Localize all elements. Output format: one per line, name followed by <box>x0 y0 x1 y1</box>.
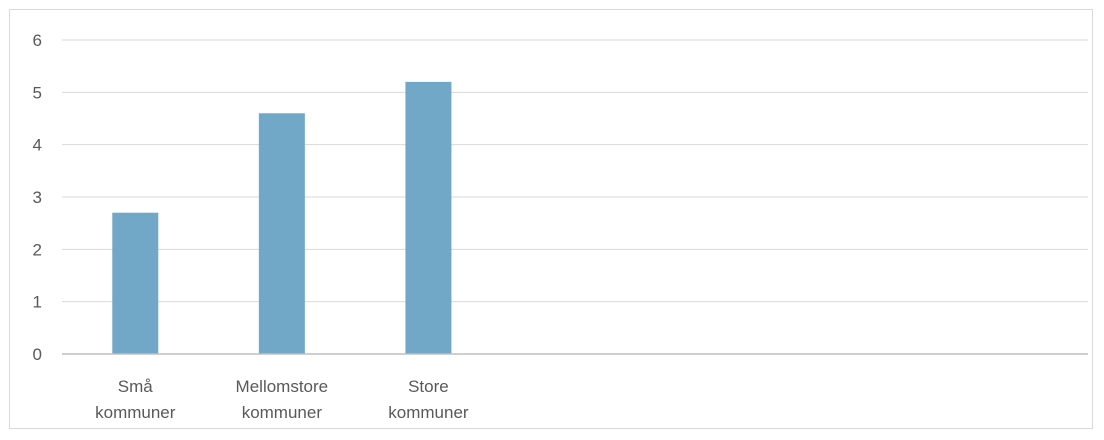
x-tick-label: kommuner <box>388 403 469 422</box>
y-tick-label: 2 <box>33 240 42 259</box>
bar <box>405 81 452 354</box>
x-tick-label: kommuner <box>95 403 176 422</box>
y-tick-label: 0 <box>33 345 42 364</box>
bar <box>112 212 159 354</box>
y-tick-label: 6 <box>33 31 42 50</box>
y-tick-label: 5 <box>33 83 42 102</box>
x-axis-category-labels: Små kommuner Mellomstore kommuner Store kommu… <box>95 377 469 422</box>
bars <box>112 81 452 355</box>
x-tick-label: Store <box>408 377 449 396</box>
y-tick-label: 4 <box>33 136 42 155</box>
x-tick-label: Små <box>118 377 154 396</box>
x-tick-label: kommuner <box>242 403 323 422</box>
y-tick-label: 1 <box>33 293 42 312</box>
y-tick-label: 3 <box>33 188 42 207</box>
bar <box>258 113 305 355</box>
grid-lines <box>62 39 1088 303</box>
chart-frame <box>9 9 1093 429</box>
y-axis-tick-labels: 0 1 2 3 4 5 6 <box>33 31 42 364</box>
x-tick-label: Mellomstore <box>236 377 329 396</box>
